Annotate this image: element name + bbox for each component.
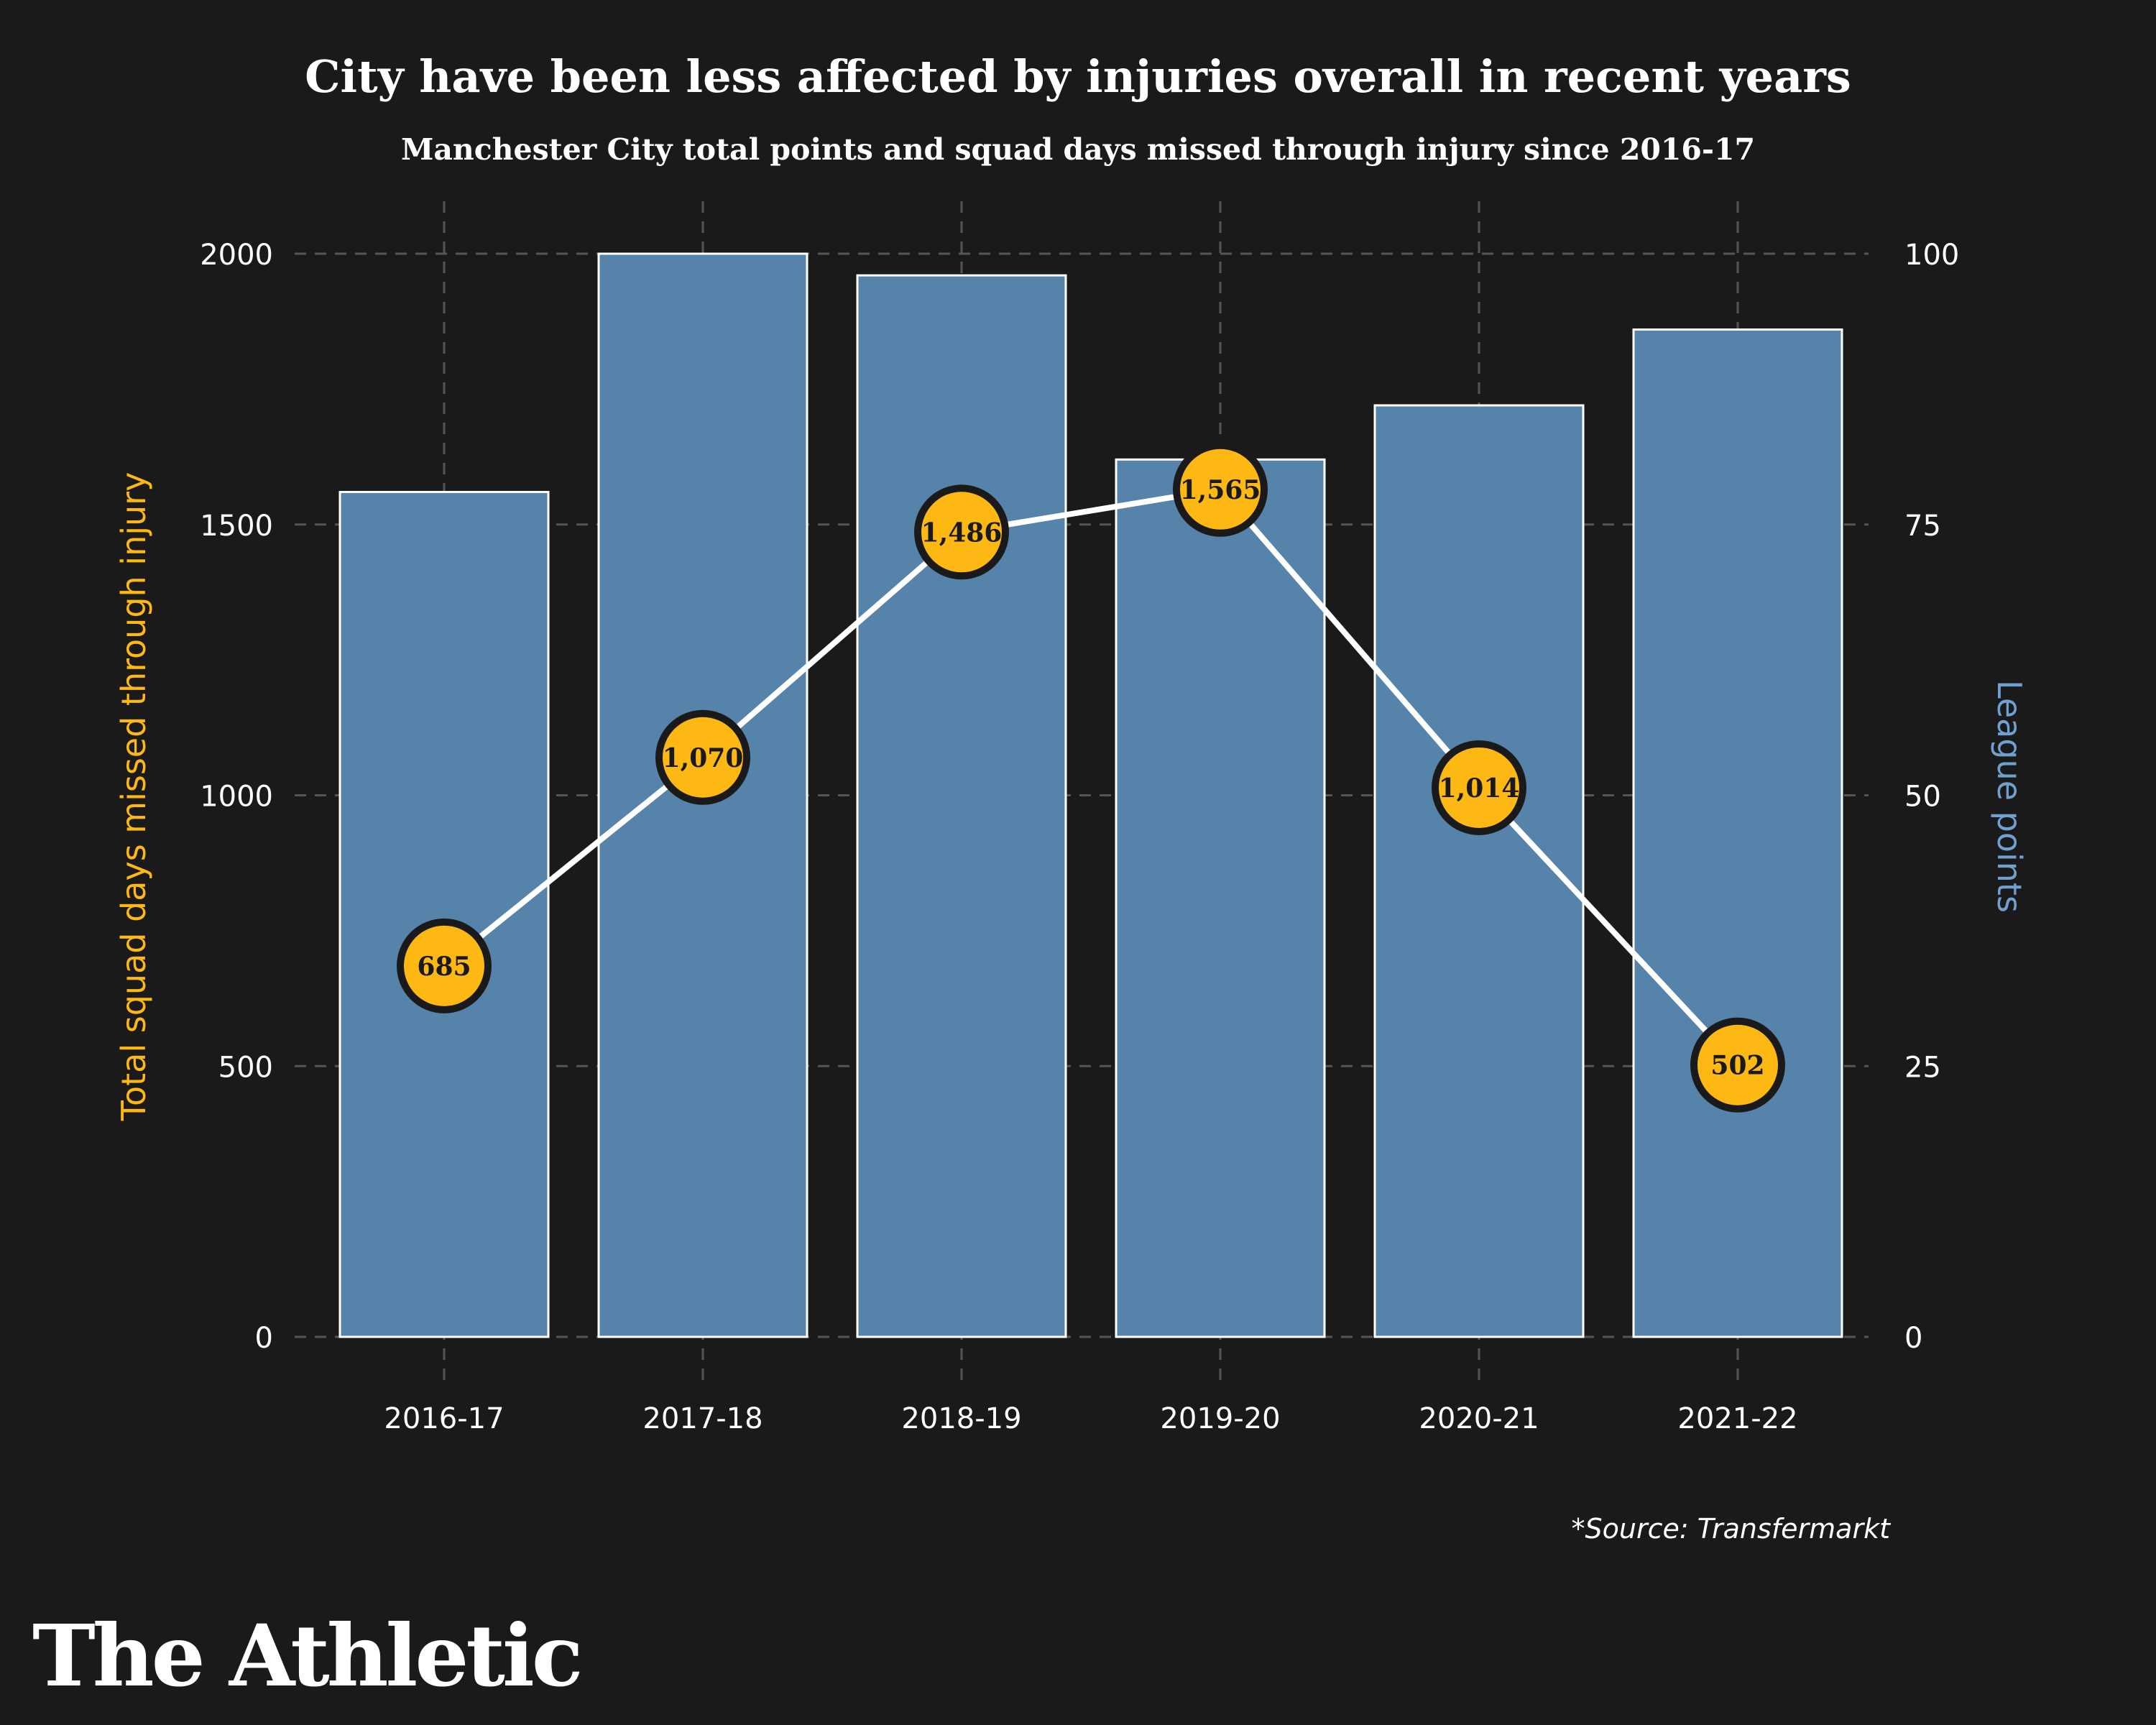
right-tick-label: 25 bbox=[1904, 1051, 1941, 1084]
right-tick-label: 0 bbox=[1904, 1322, 1922, 1355]
right-tick-label: 75 bbox=[1904, 510, 1941, 543]
left-axis-label: Total squad days missed through injury bbox=[114, 472, 153, 1122]
marker-point bbox=[663, 717, 743, 798]
left-tick-label: 1500 bbox=[200, 510, 273, 543]
bar-series bbox=[338, 252, 1843, 1338]
bar-2016-17 bbox=[338, 491, 550, 1338]
line-markers: 685 1,070 1,486 1,565 1,014 502 bbox=[397, 441, 1785, 1113]
right-axis-ticks: 0 25 50 75 100 bbox=[1904, 239, 1959, 1355]
brand-logo: The Athletic bbox=[32, 1606, 581, 1706]
data-label: 1,014 bbox=[1439, 773, 1520, 804]
x-tick-label: 2017-18 bbox=[642, 1402, 763, 1435]
marker-point bbox=[1439, 747, 1519, 828]
right-axis-label: League points bbox=[1990, 680, 2029, 913]
bar-2020-21 bbox=[1373, 404, 1585, 1338]
left-tick-label: 0 bbox=[255, 1322, 273, 1355]
left-axis-ticks: 0 500 1000 1500 2000 bbox=[200, 239, 273, 1355]
line-series bbox=[442, 486, 1740, 1067]
x-tick-label: 2020-21 bbox=[1419, 1402, 1539, 1435]
left-tick-label: 500 bbox=[218, 1051, 273, 1084]
bar-2018-19 bbox=[856, 274, 1067, 1338]
data-label: 1,486 bbox=[921, 518, 1003, 548]
x-tick-label: 2019-20 bbox=[1160, 1402, 1280, 1435]
chart-title: City have been less affected by injuries… bbox=[305, 50, 1851, 103]
left-tick-label: 2000 bbox=[200, 239, 273, 272]
marker-point bbox=[1697, 1024, 1778, 1105]
x-tick-label: 2016-17 bbox=[384, 1402, 504, 1435]
marker-point bbox=[1180, 448, 1261, 530]
right-tick-label: 100 bbox=[1904, 239, 1959, 272]
bar-2019-20 bbox=[1115, 458, 1326, 1338]
source-note: *Source: Transfermarkt bbox=[1572, 1513, 1892, 1545]
data-label: 1,070 bbox=[663, 743, 744, 773]
bar-2021-22 bbox=[1632, 328, 1843, 1338]
x-tick-label: 2021-22 bbox=[1677, 1402, 1797, 1435]
data-label: 685 bbox=[417, 952, 471, 982]
data-label: 1,565 bbox=[1180, 475, 1261, 505]
x-tick-label: 2018-19 bbox=[901, 1402, 1021, 1435]
x-axis-ticks: 2016-17 2017-18 2018-19 2019-20 2020-21 2021-… bbox=[384, 1402, 1797, 1435]
marker-point bbox=[404, 925, 484, 1006]
marker-point bbox=[921, 492, 1002, 573]
chart-subtitle: Manchester City total points and squad d… bbox=[401, 132, 1755, 167]
right-tick-label: 50 bbox=[1904, 781, 1941, 814]
injury-days-line bbox=[442, 486, 1740, 1067]
data-label: 502 bbox=[1710, 1051, 1764, 1081]
left-tick-label: 1000 bbox=[200, 781, 273, 814]
